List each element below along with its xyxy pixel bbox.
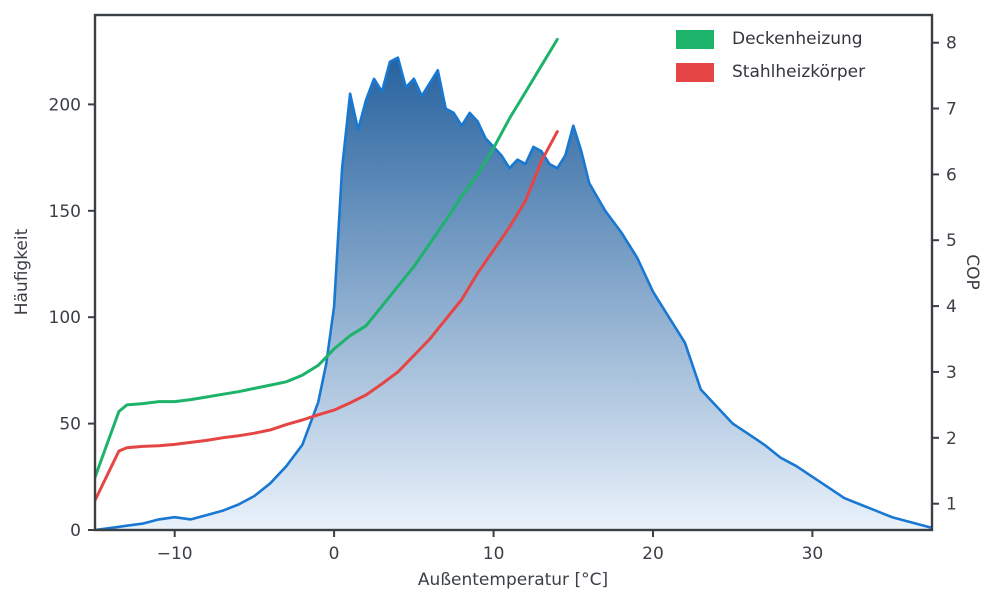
y-tick-label: 50 (59, 415, 81, 435)
y-axis-label: Häufigkeit (12, 228, 32, 316)
legend-item-deckenheizung: Deckenheizung (676, 30, 865, 49)
y2-tick-label: 6 (946, 165, 957, 185)
x-axis-label: Außentemperatur [°C] (417, 570, 609, 590)
x-tick-label: 10 (483, 544, 505, 564)
y2-tick-label: 7 (946, 100, 957, 120)
frequency-area (95, 57, 932, 530)
x-tick-label: 30 (802, 544, 824, 564)
legend-swatch-stahlheizkoerper (676, 63, 714, 82)
y2-tick-label: 1 (946, 495, 957, 515)
plot-border (93, 13, 934, 532)
y-tick-label: 100 (49, 308, 81, 328)
x-tick-label: 20 (642, 544, 664, 564)
y2-tick-label: 8 (946, 34, 957, 54)
y-tick-label: 200 (49, 95, 81, 115)
y-tick-label: 150 (49, 202, 81, 222)
y2-tick-label: 5 (946, 231, 957, 251)
y2-tick-label: 3 (946, 363, 957, 383)
legend-label-deckenheizung: Deckenheizung (732, 29, 863, 49)
x-tick-label: −10 (157, 544, 193, 564)
legend-label-stahlheizkoerper: Stahlheizkörper (732, 62, 866, 82)
y2-axis-label: COP (962, 254, 982, 290)
legend-item-stahlheizkoerper: Stahlheizkörper (676, 63, 865, 82)
cop-line-0 (95, 37, 559, 479)
cop-line-1 (95, 130, 559, 502)
legend: Deckenheizung Stahlheizkörper (676, 30, 865, 96)
x-tick-label: 0 (329, 544, 340, 564)
y-tick-label: 0 (70, 521, 81, 541)
y2-tick-label: 2 (946, 429, 957, 449)
legend-swatch-deckenheizung (676, 30, 714, 49)
frequency-line (95, 56, 932, 530)
y2-tick-label: 4 (946, 297, 957, 317)
